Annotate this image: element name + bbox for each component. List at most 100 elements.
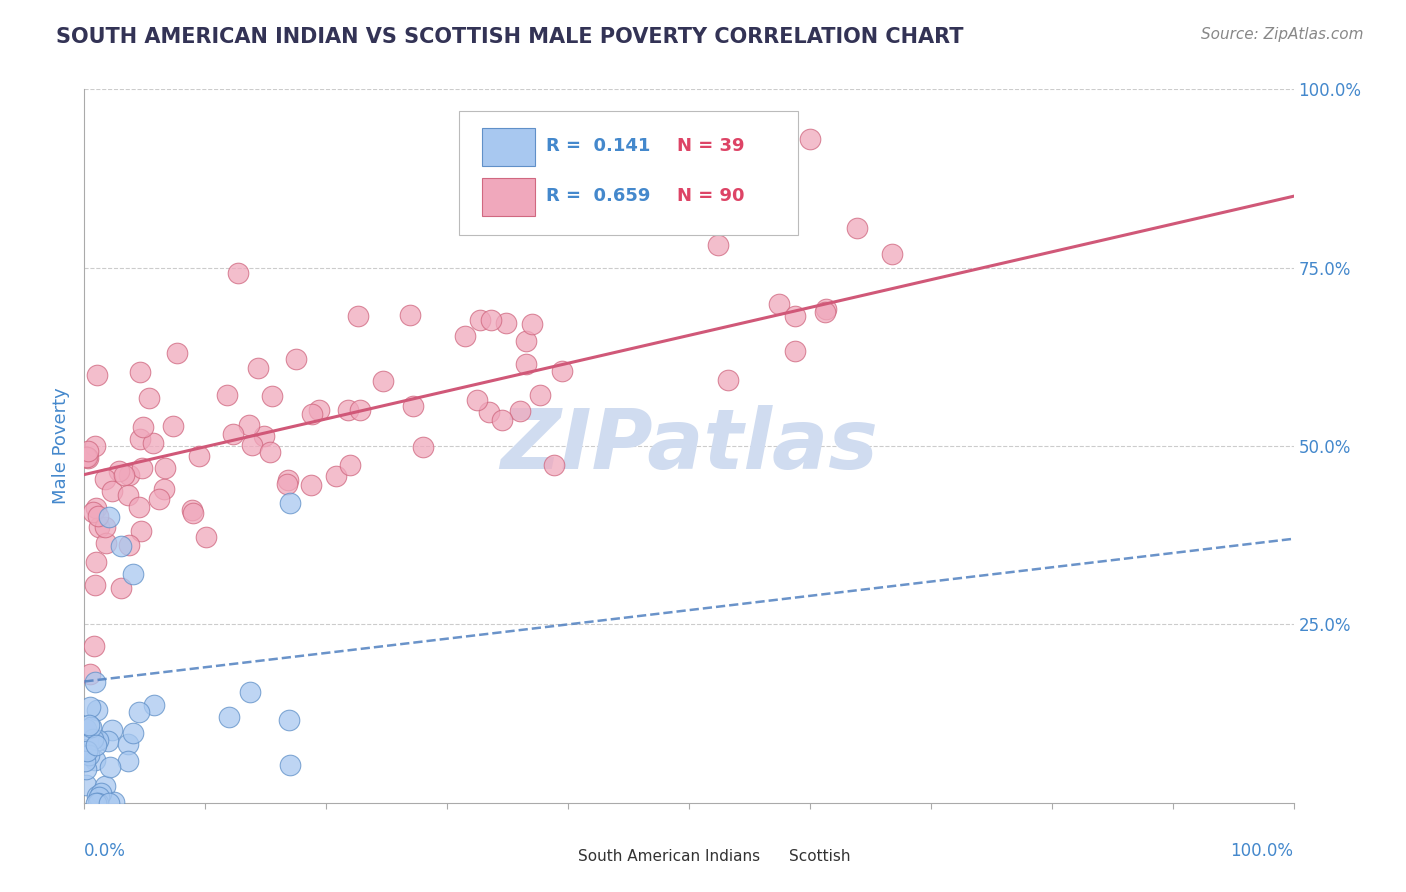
Point — [79, 667, 101, 681]
Point — [846, 221, 869, 235]
Point — [325, 468, 347, 483]
Text: SOUTH AMERICAN INDIAN VS SCOTTISH MALE POVERTY CORRELATION CHART: SOUTH AMERICAN INDIAN VS SCOTTISH MALE P… — [56, 27, 963, 46]
Point — [142, 436, 165, 450]
Point — [814, 302, 837, 317]
Point — [253, 429, 276, 443]
Point — [238, 418, 260, 433]
Point — [717, 373, 740, 387]
Point — [285, 352, 308, 367]
Point — [94, 472, 117, 486]
Point — [529, 387, 551, 401]
Point — [132, 420, 155, 434]
Point — [87, 790, 110, 805]
Point — [402, 399, 425, 413]
Point — [515, 357, 537, 371]
Point — [299, 478, 322, 492]
Point — [75, 778, 97, 792]
Point — [94, 779, 117, 793]
Point — [478, 405, 501, 419]
Point — [181, 502, 204, 516]
Point — [122, 726, 145, 740]
Point — [87, 732, 110, 747]
Point — [339, 458, 361, 472]
Point — [308, 403, 330, 417]
Point — [97, 510, 120, 524]
Point — [799, 132, 821, 146]
Point — [240, 438, 263, 452]
Point — [278, 758, 301, 772]
Point — [73, 754, 96, 768]
Point — [86, 789, 108, 803]
Point — [77, 747, 100, 762]
Point — [399, 308, 422, 322]
Point — [373, 375, 395, 389]
Point — [509, 404, 531, 418]
Point — [110, 539, 132, 553]
Point — [465, 392, 488, 407]
Point — [259, 445, 281, 459]
Point — [222, 427, 245, 442]
Point — [226, 266, 249, 280]
Point — [128, 432, 150, 446]
Point — [84, 555, 107, 569]
Point — [87, 796, 110, 810]
Point — [218, 710, 240, 724]
FancyBboxPatch shape — [482, 128, 536, 166]
Point — [75, 722, 97, 736]
Text: 0.0%: 0.0% — [84, 842, 127, 860]
Point — [347, 310, 370, 324]
Point — [87, 508, 110, 523]
Point — [129, 365, 152, 379]
Point — [142, 698, 165, 712]
Point — [118, 537, 141, 551]
Point — [76, 450, 98, 465]
Point — [107, 464, 129, 478]
Point — [138, 391, 160, 405]
Point — [187, 449, 209, 463]
Point — [454, 329, 477, 343]
Text: N = 39: N = 39 — [676, 137, 744, 155]
Text: Source: ZipAtlas.com: Source: ZipAtlas.com — [1201, 27, 1364, 42]
Point — [86, 703, 108, 717]
Point — [278, 713, 301, 727]
Point — [94, 520, 117, 534]
FancyBboxPatch shape — [529, 841, 569, 871]
Point — [468, 312, 491, 326]
Point — [77, 718, 100, 732]
Point — [336, 403, 359, 417]
Point — [166, 345, 188, 359]
Point — [495, 316, 517, 330]
Point — [83, 578, 105, 592]
Point — [768, 297, 790, 311]
FancyBboxPatch shape — [482, 178, 536, 216]
Point — [349, 403, 371, 417]
Point — [86, 368, 108, 382]
Text: R =  0.659: R = 0.659 — [547, 187, 651, 205]
Point — [83, 438, 105, 452]
Point — [725, 168, 748, 182]
FancyBboxPatch shape — [460, 111, 797, 235]
Point — [301, 407, 323, 421]
Text: 100.0%: 100.0% — [1230, 842, 1294, 860]
Point — [814, 305, 837, 319]
Text: ZIPatlas: ZIPatlas — [501, 406, 877, 486]
Text: N = 90: N = 90 — [676, 187, 744, 205]
Point — [551, 364, 574, 378]
Point — [148, 491, 170, 506]
Point — [77, 450, 100, 465]
Point — [117, 488, 139, 502]
Point — [82, 505, 104, 519]
Point — [121, 567, 143, 582]
Point — [543, 458, 565, 472]
Point — [83, 639, 105, 653]
Point — [101, 723, 124, 738]
Point — [101, 483, 124, 498]
Point — [129, 524, 152, 539]
Point — [491, 413, 513, 427]
Point — [84, 675, 107, 690]
Point — [515, 334, 537, 348]
FancyBboxPatch shape — [740, 841, 780, 871]
Point — [98, 760, 121, 774]
Point — [128, 500, 150, 515]
Point — [128, 705, 150, 719]
